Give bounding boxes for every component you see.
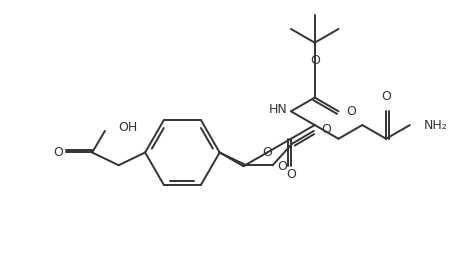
Text: O: O xyxy=(53,146,63,159)
Text: NH₂: NH₂ xyxy=(423,119,447,132)
Text: O: O xyxy=(286,168,296,181)
Text: HN: HN xyxy=(268,103,287,116)
Text: O: O xyxy=(310,54,320,67)
Text: O: O xyxy=(381,90,391,103)
Text: O: O xyxy=(262,146,272,159)
Text: OH: OH xyxy=(119,121,138,134)
Text: O: O xyxy=(322,123,332,136)
Text: O: O xyxy=(278,160,288,173)
Text: O: O xyxy=(346,105,356,118)
